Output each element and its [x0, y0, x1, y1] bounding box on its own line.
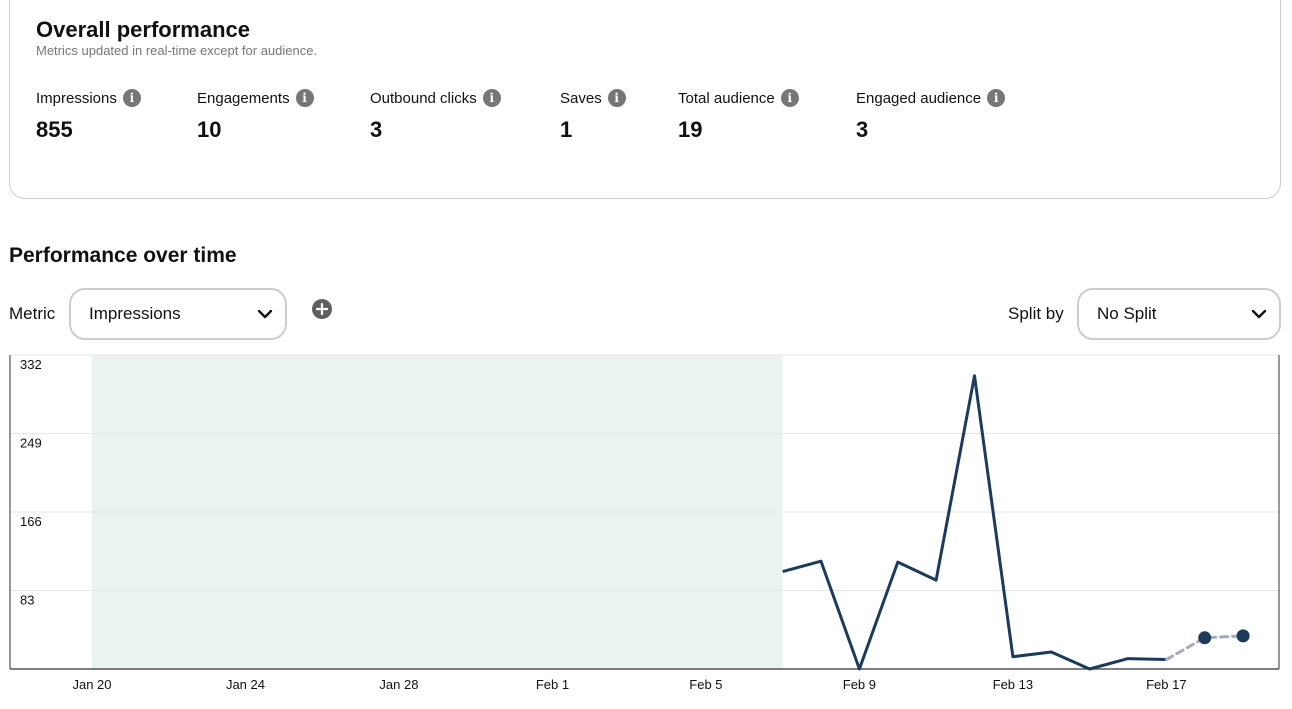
- split-by-select[interactable]: No Split: [1077, 288, 1281, 340]
- metric-label: Total audience: [678, 89, 775, 107]
- chevron-down-icon: [1251, 309, 1267, 319]
- x-tick-label: Jan 20: [72, 677, 111, 692]
- performance-line-chart: 83 166 249 332 Jan 20 Jan 24 Jan 28 Feb 1 Feb 5 F…: [9, 354, 1280, 692]
- x-tick-label: Feb 9: [843, 677, 876, 692]
- metric-value: 19: [678, 117, 703, 142]
- metric-engagements: Engagements i 10: [197, 88, 314, 143]
- x-tick-label: Feb 5: [689, 677, 722, 692]
- metric-value: 855: [36, 117, 73, 142]
- metric-saves: Saves i 1: [560, 88, 626, 143]
- metric-value: 3: [370, 117, 383, 142]
- x-tick-label: Jan 28: [379, 677, 418, 692]
- metric-label: Impressions: [36, 89, 117, 107]
- add-metric-button[interactable]: [312, 299, 332, 319]
- metric-engaged-audience: Engaged audience i 3: [856, 88, 1006, 143]
- overall-performance-subtitle: Metrics updated in real-time except for …: [36, 43, 318, 58]
- metric-label: Engaged audience: [856, 89, 982, 107]
- metric-outbound-clicks: Outbound clicks i 3: [370, 88, 501, 143]
- x-tick-label: Feb 17: [1146, 677, 1186, 692]
- info-icon[interactable]: i: [122, 89, 141, 107]
- split-by-label: Split by: [1008, 304, 1064, 323]
- metric-select[interactable]: Impressions: [69, 288, 287, 340]
- info-icon[interactable]: i: [987, 89, 1006, 107]
- info-icon[interactable]: i: [780, 89, 799, 107]
- metric-label: Engagements: [197, 89, 290, 107]
- metric-value: 3: [856, 117, 869, 142]
- x-tick-label: Feb 1: [536, 677, 569, 692]
- performance-chart: 83 166 249 332 Jan 20 Jan 24 Jan 28 Feb 1 Feb 5 F…: [0, 350, 1292, 709]
- y-tick-label: 83: [20, 593, 34, 608]
- metric-select-value: Impressions: [89, 304, 181, 323]
- metric-select-label: Metric: [9, 304, 56, 323]
- estimated-point: [1198, 631, 1212, 645]
- metric-value: 1: [560, 117, 573, 142]
- info-icon[interactable]: i: [607, 89, 626, 107]
- performance-over-time-title: Performance over time: [9, 244, 237, 267]
- info-icon[interactable]: i: [482, 89, 501, 107]
- y-tick-label: 166: [20, 514, 42, 529]
- info-icon[interactable]: i: [295, 89, 314, 107]
- plus-circle-icon: [316, 303, 328, 315]
- metric-label: Outbound clicks: [370, 89, 477, 107]
- x-tick-label: Jan 24: [226, 677, 265, 692]
- metric-label: Saves: [560, 89, 602, 107]
- chevron-down-icon: [257, 309, 273, 319]
- metric-total-audience: Total audience i 19: [678, 88, 799, 143]
- estimated-point: [1236, 629, 1250, 643]
- overall-performance-card: [9, 0, 1281, 199]
- metric-impressions: Impressions i 855: [36, 88, 141, 143]
- split-by-select-value: No Split: [1097, 304, 1157, 323]
- overall-performance-title: Overall performance: [36, 17, 250, 42]
- y-tick-label: 249: [20, 436, 42, 451]
- series-line: [782, 374, 1167, 671]
- x-tick-label: Feb 13: [993, 677, 1033, 692]
- metric-value: 10: [197, 117, 222, 142]
- y-tick-label: 332: [20, 357, 42, 372]
